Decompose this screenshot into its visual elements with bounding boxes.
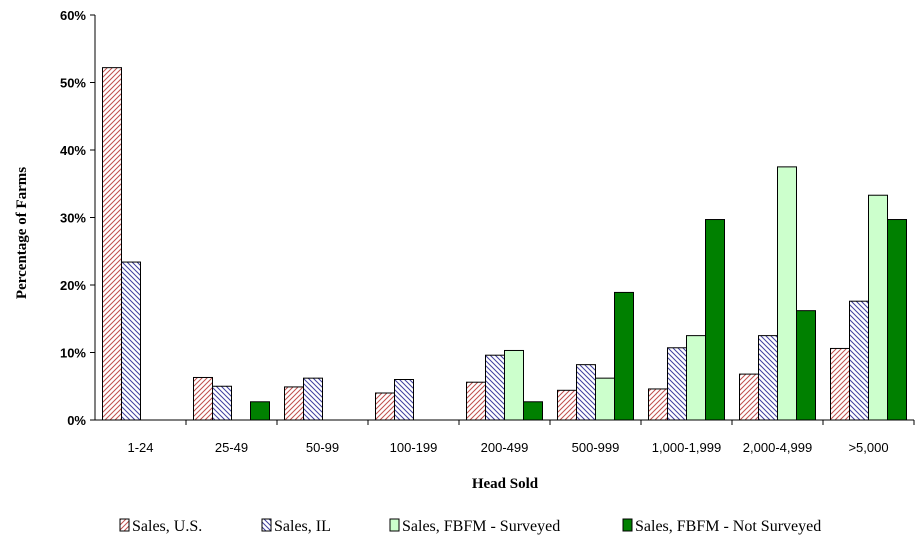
legend-label: Sales, IL (274, 518, 331, 535)
y-tick-label: 30% (60, 211, 86, 226)
legend-swatch (119, 518, 130, 532)
bar (284, 386, 304, 421)
legend-swatch (389, 518, 400, 532)
bar (595, 377, 615, 421)
x-axis-title: Head Sold (472, 476, 539, 492)
x-tick-label: 1,000-1,999 (652, 440, 721, 455)
x-tick-label: 100-199 (390, 440, 438, 455)
bar (614, 291, 634, 421)
y-tick-label: 20% (60, 278, 86, 293)
legend-label: Sales, FBFM - Surveyed (402, 518, 560, 535)
bar (121, 261, 141, 421)
bars (102, 67, 907, 421)
legend: Sales, U.S. Sales, IL Sales, FBFM - Survey… (119, 518, 821, 535)
x-tick-label: 25-49 (215, 440, 248, 455)
bar (557, 389, 577, 421)
bar (523, 401, 543, 421)
bar (504, 349, 524, 421)
bar (303, 377, 323, 421)
y-tick-label: 50% (60, 76, 86, 91)
bar (485, 354, 505, 421)
bar (102, 67, 122, 421)
y-tick-label: 60% (60, 8, 86, 23)
x-tick-label: 500-999 (572, 440, 620, 455)
bar (212, 385, 232, 421)
bar (758, 335, 778, 421)
y-axis: 0% 10% 20% 30% 40% 50% 60% (60, 8, 96, 428)
bar (887, 219, 907, 421)
x-tick-label: 2,000-4,999 (743, 440, 812, 455)
y-tick-label: 10% (60, 346, 86, 361)
bar (739, 373, 759, 421)
bar (796, 310, 816, 421)
legend-label: Sales, FBFM - Not Surveyed (635, 518, 821, 535)
bar (250, 401, 270, 421)
bar (667, 347, 687, 421)
x-tick-label: 50-99 (306, 440, 339, 455)
legend-label: Sales, U.S. (132, 518, 202, 535)
bar (466, 381, 486, 421)
bar (777, 166, 797, 421)
x-axis: 1-24 25-49 50-99 100-199 200-499 500-999 1,000… (95, 419, 915, 455)
bar (868, 194, 888, 421)
bar (375, 392, 395, 421)
y-tick-label: 0% (67, 413, 86, 428)
bar (705, 219, 725, 421)
bar (394, 379, 414, 421)
bar (849, 300, 869, 421)
bar (686, 335, 706, 421)
x-tick-label: >5,000 (848, 440, 888, 455)
x-tick-label: 200-499 (481, 440, 529, 455)
bar (830, 347, 850, 421)
bar (576, 364, 596, 421)
legend-swatch (261, 518, 272, 532)
legend-swatch (622, 518, 633, 532)
bar (193, 376, 213, 421)
y-tick-label: 40% (60, 143, 86, 158)
bar (648, 388, 668, 421)
x-tick-label: 1-24 (127, 440, 153, 455)
y-axis-title: Percentage of Farms (14, 167, 30, 299)
